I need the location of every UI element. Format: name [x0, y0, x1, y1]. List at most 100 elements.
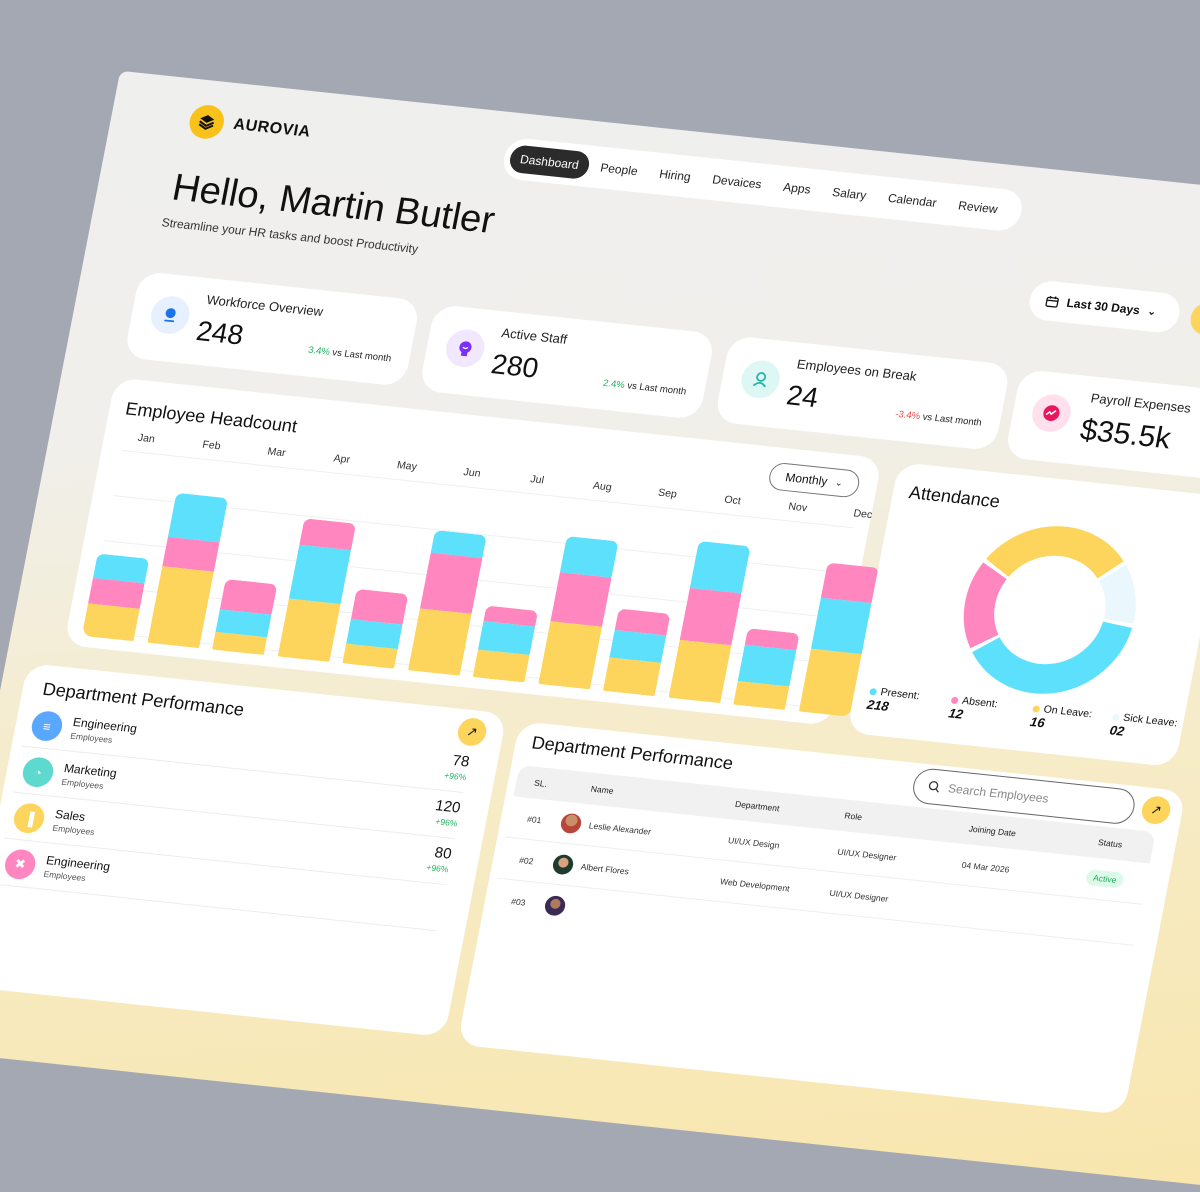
nav-calendar[interactable]: Calendar [875, 183, 949, 218]
bar-segment [277, 598, 340, 662]
chevron-down-icon: ⌄ [1147, 306, 1157, 318]
department-value: 120 [434, 797, 462, 816]
legend-on-leave: On Leave:16 [1029, 702, 1093, 735]
change-percent: 3.4% [307, 345, 331, 358]
legend-sick-leave: Sick Leave:02 [1108, 711, 1178, 744]
bar-segment [733, 681, 789, 709]
cell-role: UI/UX Designer [829, 888, 890, 904]
bar-chart-icon: ▐ [11, 802, 47, 835]
bar-segment [738, 644, 797, 687]
donut-segment-onleave [997, 535, 1115, 580]
bar-segment [407, 608, 471, 676]
bar-segment [473, 650, 530, 683]
legend-present: Present:218 [866, 685, 921, 717]
department-change: +96% [435, 816, 459, 828]
open-table-button[interactable]: ↗ [1140, 795, 1173, 825]
bar-segment [550, 572, 611, 627]
bar-segment [559, 536, 618, 578]
attendance-card: Attendance Present:218 Absent:12 On Leav… [846, 462, 1200, 767]
cell-role: UI/UX Designer [837, 847, 898, 863]
bar-may [342, 589, 408, 669]
department-value: 78 [451, 752, 471, 770]
search-icon [927, 780, 941, 793]
legend-absent: Absent:12 [947, 694, 998, 725]
bar-jan [82, 554, 150, 642]
nav-devices[interactable]: Devaices [700, 165, 774, 200]
bar-segment [603, 658, 661, 697]
attendance-donut [931, 501, 1168, 718]
nav-apps[interactable]: Apps [771, 172, 823, 204]
department-sub: Employees [43, 869, 87, 883]
legend-dot [951, 696, 959, 704]
stat-value: $35.5k [1077, 414, 1173, 457]
bar-segment [342, 643, 398, 668]
stat-title: Employees on Break [796, 356, 918, 383]
divider [0, 884, 437, 932]
bar-segment [689, 540, 750, 593]
bar-sep [603, 609, 671, 697]
bar-segment [538, 621, 602, 690]
stat-title: Active Staff [500, 325, 568, 347]
department-change: +96% [443, 770, 467, 782]
change-percent: 2.4% [602, 378, 626, 391]
nav-review[interactable]: Review [946, 191, 1010, 225]
x-tick-label: Sep [646, 486, 688, 502]
cell-department: Web Development [719, 876, 790, 893]
column-status: Status [1097, 837, 1123, 849]
nav-salary[interactable]: Salary [820, 177, 879, 210]
pie-chart-icon: ◔ [20, 756, 56, 789]
x-tick-label: Jul [516, 472, 558, 488]
change-suffix: vs Last month [331, 347, 392, 364]
cell-joining-date: 04 Mar 2026 [961, 860, 1010, 875]
open-arrow-button[interactable]: ↗ [455, 717, 488, 747]
cell-sl: #03 [510, 896, 526, 907]
user-pause-icon [738, 359, 783, 400]
stat-change: 3.4% vs Last month [307, 345, 392, 365]
change-suffix: vs Last month [626, 380, 687, 397]
bar-segment [288, 544, 350, 604]
tools-icon: ✖ [2, 848, 38, 881]
x-tick-label: Nov [777, 499, 819, 515]
bar-aug [538, 536, 618, 690]
legend-dot [1112, 713, 1120, 721]
x-tick-label: Oct [712, 492, 754, 508]
bar-feb [147, 492, 228, 648]
nav-dashboard[interactable]: Dashboard [508, 144, 592, 180]
bar-jul [473, 606, 539, 683]
nav-people[interactable]: People [588, 153, 650, 186]
column-department: Department [734, 799, 780, 813]
department-sub: Employees [61, 777, 105, 791]
donut-segment-sickleave [1103, 573, 1127, 621]
arrow-up-right-icon: ↗ [1149, 802, 1163, 819]
avatar [543, 895, 567, 917]
layers-logo-icon [187, 103, 227, 140]
date-range-label: Last 30 Days [1065, 296, 1141, 317]
x-tick-label: Jun [451, 465, 493, 481]
bar-jun [407, 530, 486, 676]
bar-segment [679, 587, 741, 645]
stat-change: -3.4% vs Last month [894, 409, 982, 429]
donut-segment-absent [973, 570, 998, 642]
cell-sl: #02 [518, 855, 534, 866]
bar-segment [167, 492, 227, 542]
donut-segment-present [980, 612, 1117, 686]
department-performance-card: Department Performance ↗ ≡ Engineering E… [0, 663, 507, 1037]
user-icon [148, 294, 193, 335]
legend-dot [1032, 705, 1040, 713]
calendar-icon [1045, 294, 1060, 308]
legend-dot [869, 688, 877, 696]
department-name: Sales [54, 807, 87, 824]
cell-department: UI/UX Design [727, 835, 780, 850]
gridline [122, 450, 853, 528]
stat-title: Workforce Overview [205, 292, 324, 319]
bar-segment [668, 640, 731, 704]
user-badge-icon [443, 328, 488, 369]
employee-table-card: Department Performance Search Employees … [457, 721, 1186, 1115]
nav-hiring[interactable]: Hiring [647, 159, 703, 192]
stat-title: Payroll Expenses [1090, 390, 1193, 415]
column-name: Name [590, 784, 614, 796]
x-tick-label: Aug [581, 479, 623, 495]
cell-name: Albert Flores [580, 862, 630, 877]
bar-nov [733, 628, 799, 710]
x-tick-label: Apr [321, 451, 363, 467]
